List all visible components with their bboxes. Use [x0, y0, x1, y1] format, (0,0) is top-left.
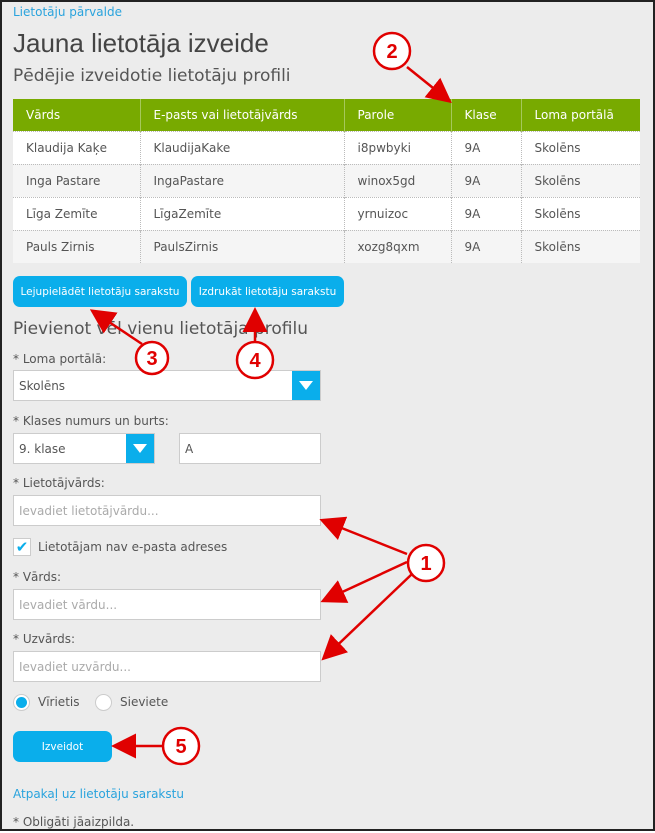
annotation-arrow	[321, 573, 413, 661]
cell: yrnuizoc	[343, 196, 451, 230]
cell: 9A	[450, 229, 521, 263]
username-placeholder: Ievadiet lietotājvārdu...	[19, 503, 159, 518]
cell: Skolēns	[520, 196, 640, 230]
annotation-marker-5	[161, 726, 201, 766]
breadcrumb-link[interactable]: Lietotāju pārvalde	[13, 5, 122, 19]
users-table: Vārds E-pasts vai lietotājvārds Parole K…	[13, 99, 640, 263]
page-title: Jauna lietotāja izveide	[13, 28, 269, 58]
col-header: Vārds	[13, 99, 140, 131]
cell: Skolēns	[520, 130, 640, 164]
annotation-marker-1	[406, 543, 446, 583]
annotation-label: 3	[146, 348, 157, 370]
no-email-label: Lietotājam nav e-pasta adreses	[38, 540, 228, 554]
required-note: * Obligāti jāaizpilda.	[13, 815, 135, 829]
class-letter-input[interactable]: A	[179, 433, 321, 464]
cell: 9A	[450, 163, 521, 197]
annotation-arrow	[406, 66, 452, 104]
annotation-arrow	[319, 516, 408, 556]
chevron-down-icon[interactable]	[126, 434, 154, 463]
name-placeholder: Ievadiet vārdu...	[19, 597, 118, 612]
annotation-marker-3	[134, 340, 170, 376]
annotation-label: 4	[249, 350, 261, 372]
annotation-label: 1	[420, 553, 431, 575]
name-label: * Vārds:	[13, 570, 62, 584]
cell: IngaPastare	[139, 163, 344, 197]
table-row: Inga Pastare IngaPastare winox5gd 9A Skolēns	[13, 163, 640, 197]
create-button[interactable]: Izveidot	[13, 731, 112, 762]
annotation-arrow	[320, 560, 408, 603]
col-header: Loma portālā	[520, 99, 640, 131]
back-link[interactable]: Atpakaļ uz lietotāju sarakstu	[13, 787, 184, 801]
annotation-label: 2	[386, 41, 397, 63]
cell: winox5gd	[343, 163, 451, 197]
surname-input[interactable]: Ievadiet uzvārdu...	[13, 651, 321, 682]
annotation-label: 5	[175, 736, 186, 758]
gender-male-radio[interactable]	[13, 694, 30, 711]
cell: KlaudijaKake	[139, 130, 344, 164]
username-label: * Lietotājvārds:	[13, 476, 105, 490]
surname-placeholder: Ievadiet uzvārdu...	[19, 659, 131, 674]
form-heading: Pievienot vēl vienu lietotāja profilu	[13, 319, 309, 339]
chevron-down-icon[interactable]	[292, 371, 320, 400]
surname-label: * Uzvārds:	[13, 632, 75, 646]
class-letter-value: A	[185, 441, 194, 456]
gender-female-radio[interactable]	[95, 694, 112, 711]
cell: 9A	[450, 196, 521, 230]
gender-female-label: Sieviete	[120, 695, 169, 709]
class-value: 9. klase	[19, 441, 66, 456]
annotation-marker-2	[372, 31, 412, 71]
cell: xozg8qxm	[343, 229, 451, 263]
role-select[interactable]: Skolēns	[13, 370, 321, 401]
cell: i8pwbyki	[343, 130, 451, 164]
annotation-arrow	[89, 309, 143, 346]
section-title: Pēdējie izveidotie lietotāju profili	[13, 66, 291, 86]
role-label: * Loma portālā:	[13, 352, 107, 366]
cell: Līga Zemīte	[13, 196, 140, 230]
username-input[interactable]: Ievadiet lietotājvārdu...	[13, 495, 321, 526]
table-row: Klaudija Kaķe KlaudijaKake i8pwbyki 9A Skolē…	[13, 130, 640, 164]
cell: Pauls Zirnis	[13, 229, 140, 263]
cell: Inga Pastare	[13, 163, 140, 197]
table-row: Pauls Zirnis PaulsZirnis xozg8qxm 9A Skolēns	[13, 229, 640, 263]
name-input[interactable]: Ievadiet vārdu...	[13, 589, 321, 620]
col-header: E-pasts vai lietotājvārds	[139, 99, 344, 131]
role-value: Skolēns	[19, 378, 66, 393]
col-header: Parole	[343, 99, 451, 131]
table-row: Līga Zemīte LīgaZemīte yrnuizoc 9A Skolēns	[13, 196, 640, 230]
col-header: Klase	[450, 99, 521, 131]
cell: Skolēns	[520, 229, 640, 263]
download-list-button[interactable]: Lejupielādēt lietotāju sarakstu	[13, 276, 187, 307]
class-label: * Klases numurs un burts:	[13, 414, 169, 428]
cell: PaulsZirnis	[139, 229, 344, 263]
print-list-button[interactable]: Izdrukāt lietotāju sarakstu	[191, 276, 344, 307]
no-email-checkbox[interactable]: ✔	[13, 538, 31, 556]
cell: LīgaZemīte	[139, 196, 344, 230]
cell: Klaudija Kaķe	[13, 130, 140, 164]
cell: 9A	[450, 130, 521, 164]
class-select[interactable]: 9. klase	[13, 433, 155, 464]
gender-male-label: Vīrietis	[38, 695, 80, 709]
annotation-marker-4	[235, 340, 275, 380]
cell: Skolēns	[520, 163, 640, 197]
